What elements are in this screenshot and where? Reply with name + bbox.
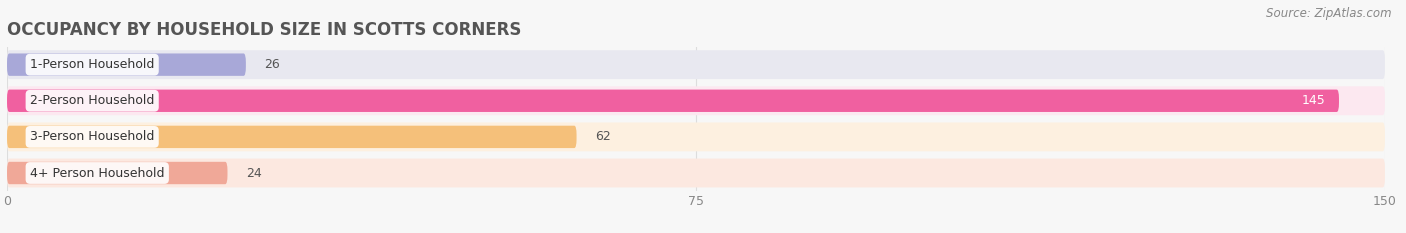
Text: 24: 24 bbox=[246, 167, 262, 179]
Text: 26: 26 bbox=[264, 58, 280, 71]
FancyBboxPatch shape bbox=[7, 53, 246, 76]
Text: 62: 62 bbox=[595, 130, 610, 143]
Text: 145: 145 bbox=[1302, 94, 1326, 107]
Text: Source: ZipAtlas.com: Source: ZipAtlas.com bbox=[1267, 7, 1392, 20]
FancyBboxPatch shape bbox=[7, 86, 1385, 115]
FancyBboxPatch shape bbox=[7, 89, 1339, 112]
FancyBboxPatch shape bbox=[7, 50, 1385, 79]
Text: 3-Person Household: 3-Person Household bbox=[30, 130, 155, 143]
Text: 4+ Person Household: 4+ Person Household bbox=[30, 167, 165, 179]
FancyBboxPatch shape bbox=[7, 126, 576, 148]
Text: 1-Person Household: 1-Person Household bbox=[30, 58, 155, 71]
FancyBboxPatch shape bbox=[7, 158, 1385, 188]
FancyBboxPatch shape bbox=[7, 123, 1385, 151]
Text: OCCUPANCY BY HOUSEHOLD SIZE IN SCOTTS CORNERS: OCCUPANCY BY HOUSEHOLD SIZE IN SCOTTS CO… bbox=[7, 21, 522, 39]
Text: 2-Person Household: 2-Person Household bbox=[30, 94, 155, 107]
FancyBboxPatch shape bbox=[7, 162, 228, 184]
